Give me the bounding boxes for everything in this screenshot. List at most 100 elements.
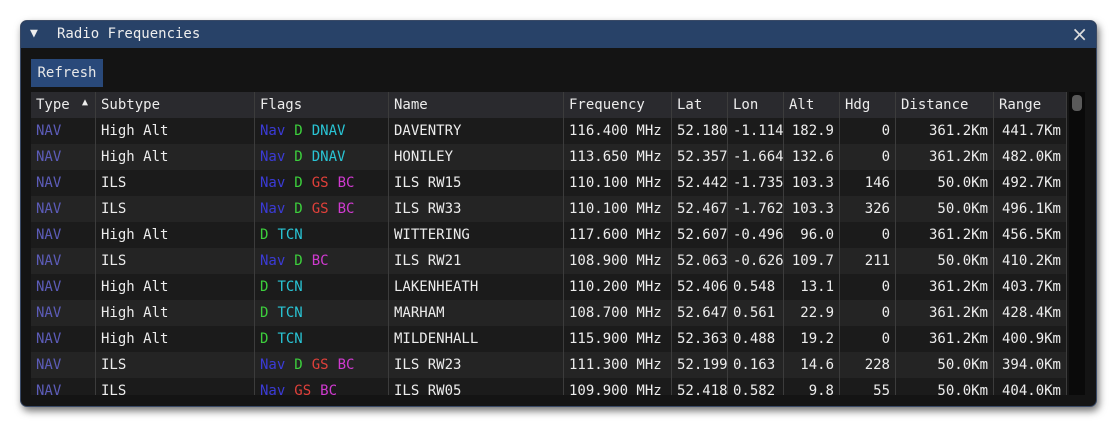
cell: 109.7 — [784, 248, 840, 274]
table-row[interactable]: NAV ILS Nav D GS BC ILS RW15 110.100 MHz 52.442-… — [31, 170, 1067, 196]
title-bar: ▼ Radio Frequencies × — [21, 21, 1096, 48]
cell: 111.300 MHz — [564, 352, 672, 378]
cell: WITTERING — [389, 222, 564, 248]
cell: 14.6 — [784, 352, 840, 378]
flag: D — [294, 149, 303, 165]
column-header[interactable]: Flags — [255, 92, 389, 118]
table-row[interactable]: NAV ILS Nav D GS BC ILS RW23 111.300 MHz 52.199 0… — [31, 352, 1067, 378]
cell: 52.647 — [672, 300, 728, 326]
table-row[interactable]: NAV High Alt Nav D DNAV DAVENTRY 116.400 MHz 52… — [31, 118, 1067, 144]
table-row[interactable]: NAV High Alt D TCN MARHAM 108.700 MHz 52.647 0.… — [31, 300, 1067, 326]
cell: 496.1Km — [994, 196, 1067, 222]
cell: 361.2Km — [896, 144, 994, 170]
cell: ILS RW05 — [389, 378, 564, 395]
flag: D — [294, 123, 303, 139]
table-row[interactable]: NAV High Alt D TCN WITTERING 117.600 MHz 52.60… — [31, 222, 1067, 248]
cell: 103.3 — [784, 170, 840, 196]
cell: 52.607 — [672, 222, 728, 248]
flag: DNAV — [311, 149, 346, 165]
cell: 132.6 — [784, 144, 840, 170]
cell: High Alt — [96, 222, 255, 248]
cell: 0.548 — [728, 274, 784, 300]
cell: ILS — [96, 248, 255, 274]
cell: 52.199 — [672, 352, 728, 378]
table: Type Subtype Flags Name Frequency Lat Lon Alt Hd… — [31, 92, 1085, 395]
flag: GS — [294, 383, 312, 395]
cell: 0.582 — [728, 378, 784, 395]
cell: NAV — [31, 378, 96, 395]
column-header[interactable]: Lat — [672, 92, 728, 118]
scrollbar[interactable] — [1069, 92, 1085, 395]
flag: BC — [337, 175, 355, 191]
column-header[interactable]: Lon — [728, 92, 784, 118]
cell: 50.0Km — [896, 378, 994, 395]
cell: 0.488 — [728, 326, 784, 352]
flag: D — [260, 227, 269, 243]
cell: 110.200 MHz — [564, 274, 672, 300]
flag: TCN — [277, 331, 303, 347]
column-header[interactable]: Name — [389, 92, 564, 118]
cell: 117.600 MHz — [564, 222, 672, 248]
flag: BC — [320, 383, 338, 395]
flag: D — [294, 201, 303, 217]
cell: MARHAM — [389, 300, 564, 326]
cell: 441.7Km — [994, 118, 1067, 144]
cell: High Alt — [96, 144, 255, 170]
cell: 492.7Km — [994, 170, 1067, 196]
flags-cell: Nav D GS BC — [255, 196, 389, 222]
flag: D — [294, 175, 303, 191]
cell: -0.626 — [728, 248, 784, 274]
flag: Nav — [260, 253, 286, 269]
column-header[interactable]: Distance — [896, 92, 994, 118]
cell: 96.0 — [784, 222, 840, 248]
cell: 0 — [840, 222, 896, 248]
cell: -1.735 — [728, 170, 784, 196]
table-row[interactable]: NAV ILS Nav D GS BC ILS RW33 110.100 MHz 52.467-… — [31, 196, 1067, 222]
cell: NAV — [31, 248, 96, 274]
table-row[interactable]: NAV High Alt D TCN MILDENHALL 115.900 MHz 52.3… — [31, 326, 1067, 352]
cell: 52.363 — [672, 326, 728, 352]
column-header[interactable]: Frequency — [564, 92, 672, 118]
cell: 0.561 — [728, 300, 784, 326]
window-title: Radio Frequencies — [57, 26, 201, 42]
column-header[interactable]: Range — [994, 92, 1067, 118]
cell: NAV — [31, 274, 96, 300]
cell: ILS — [96, 352, 255, 378]
cell: 108.900 MHz — [564, 248, 672, 274]
cell: High Alt — [96, 326, 255, 352]
column-header[interactable]: Alt — [784, 92, 840, 118]
close-button[interactable]: × — [1071, 22, 1088, 46]
cell: -1.664 — [728, 144, 784, 170]
cell: 211 — [840, 248, 896, 274]
flag: DNAV — [311, 123, 346, 139]
table-row[interactable]: NAV High Alt Nav D DNAV HONILEY 113.650 MHz 52.… — [31, 144, 1067, 170]
column-header[interactable]: Type — [31, 92, 96, 118]
cell: HONILEY — [389, 144, 564, 170]
flag: Nav — [260, 201, 286, 217]
scrollbar-thumb[interactable] — [1072, 95, 1082, 111]
flag: D — [260, 279, 269, 295]
flags-cell: Nav D BC — [255, 248, 389, 274]
cell: 116.400 MHz — [564, 118, 672, 144]
cell: ILS RW21 — [389, 248, 564, 274]
column-header[interactable]: Subtype — [96, 92, 255, 118]
collapse-arrow[interactable]: ▼ — [30, 26, 38, 41]
sort-indicator: ▲ — [82, 97, 89, 108]
cell: 50.0Km — [896, 248, 994, 274]
refresh-button[interactable]: Refresh — [31, 59, 103, 87]
cell: 110.100 MHz — [564, 170, 672, 196]
table-row[interactable]: NAV ILS Nav D BC ILS RW21 108.900 MHz 52.063 -0.… — [31, 248, 1067, 274]
cell: 113.650 MHz — [564, 144, 672, 170]
column-header[interactable]: Hdg — [840, 92, 896, 118]
cell: 326 — [840, 196, 896, 222]
cell: 361.2Km — [896, 222, 994, 248]
table-row[interactable]: NAV High Alt D TCN LAKENHEATH 110.200 MHz 52.4… — [31, 274, 1067, 300]
cell: -0.496 — [728, 222, 784, 248]
flags-cell: D TCN — [255, 300, 389, 326]
cell: 52.418 — [672, 378, 728, 395]
cell: ILS — [96, 170, 255, 196]
flag: TCN — [277, 305, 303, 321]
table-row[interactable]: NAV ILS Nav GS BC ILS RW05 109.900 MHz 52.418 0.… — [31, 378, 1067, 395]
cell: -1.114 — [728, 118, 784, 144]
